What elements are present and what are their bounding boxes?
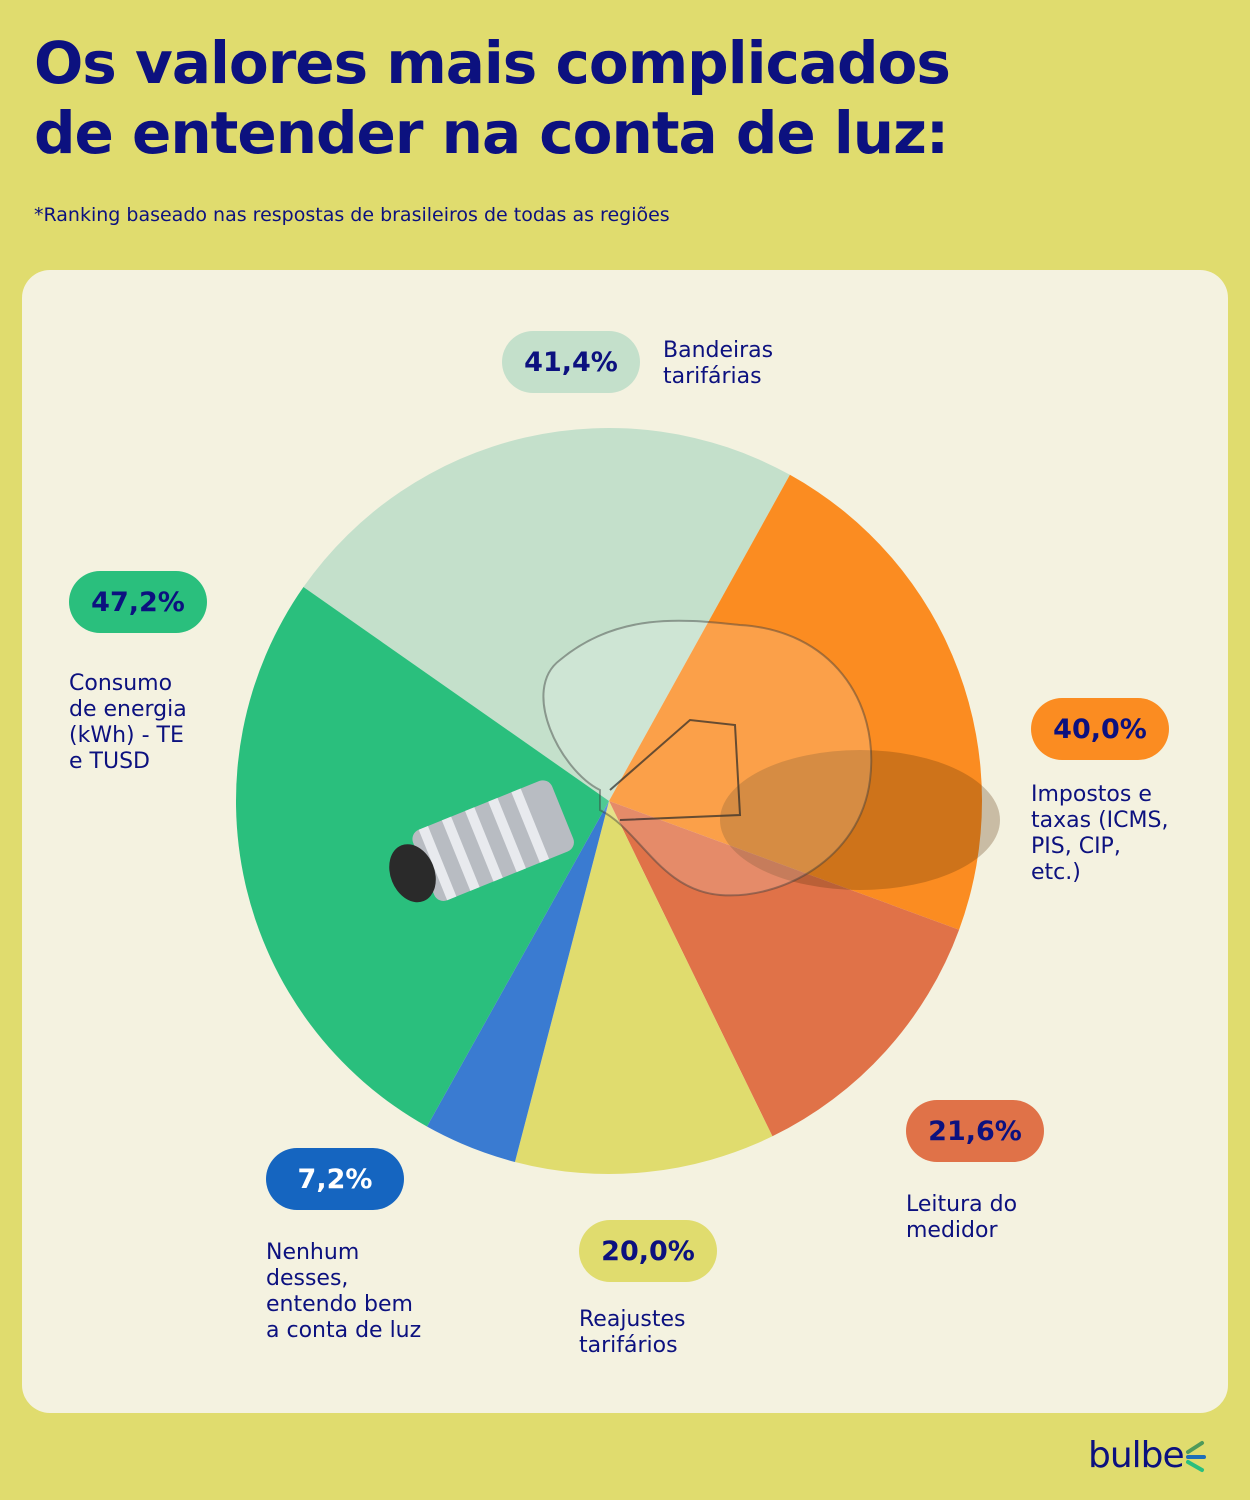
slice-label-impostos: Impostos e taxas (ICMS, PIS, CIP, etc.) [1031,782,1169,885]
pie-slice-leitura [609,801,960,1137]
value-pill-consumo: 47,2% [69,571,207,633]
subtitle-note: *Ranking baseado nas respostas de brasil… [34,204,670,226]
pie-slice-bandeiras [303,428,790,801]
value-label-consumo: 47,2% [91,586,185,618]
bulb-screw-base [389,780,574,903]
value-label-bandeiras: 41,4% [524,346,618,378]
slice-label-bandeiras: Bandeiras tarifárias [663,338,774,389]
slice-label-reajustes: Reajustes tarifários [579,1307,686,1358]
value-pill-reajustes: 20,0% [579,1220,717,1282]
value-pill-leitura: 21,6% [906,1100,1044,1162]
value-label-nenhum: 7,2% [297,1163,373,1195]
value-label-impostos: 40,0% [1053,713,1147,745]
pie-slice-nenhum [426,801,609,1162]
value-pill-bandeiras: 41,4% [502,331,640,393]
bulb-shadow [720,750,1000,890]
slice-label-leitura: Leitura do medidor [906,1192,1018,1243]
light-bulb-illustration [389,619,1000,903]
value-label-leitura: 21,6% [928,1115,1022,1147]
page-title: Os valores mais complicados de entender … [34,28,1184,168]
title-line-2: de entender na conta de luz: [34,99,949,167]
value-label-reajustes: 20,0% [601,1235,695,1267]
logo-spark-icon [1185,1441,1206,1472]
bulb-filament [609,718,742,821]
slice-label-consumo: Consumo de energia (kWh) - TE e TUSD [69,671,187,774]
value-pill-impostos: 40,0% [1031,698,1169,760]
bulbe-logo: bulbe [1088,1436,1206,1476]
value-pill-nenhum: 7,2% [266,1148,404,1210]
title-line-1: Os valores mais complicados [34,29,951,97]
slice-label-nenhum: Nenhum desses, entendo bem a conta de lu… [266,1240,422,1343]
pie-slice-reajustes [514,801,773,1175]
logo-wordmark: bulbe [1088,1435,1185,1476]
bulb-glass [542,619,873,897]
